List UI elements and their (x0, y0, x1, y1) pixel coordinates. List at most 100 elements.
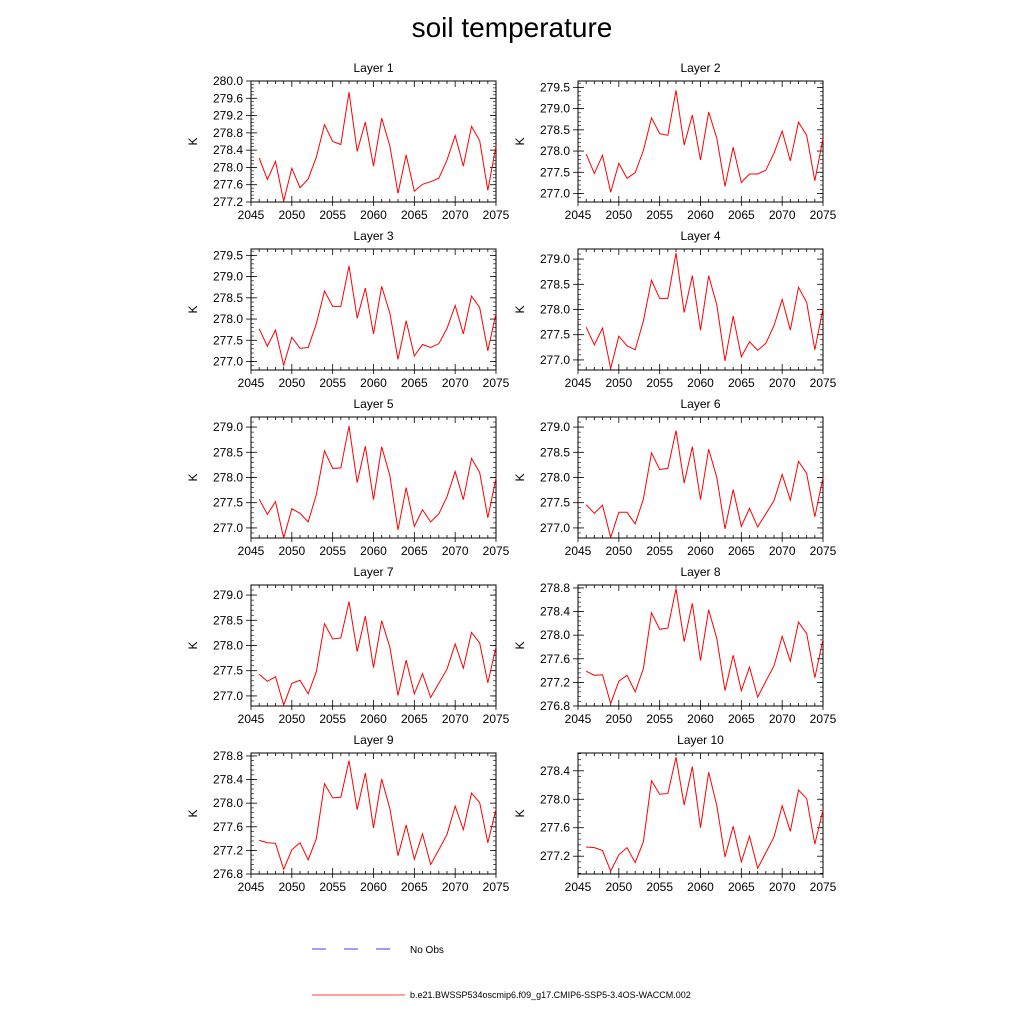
x-tick-label: 2065 (401, 880, 428, 894)
x-tick-label: 2065 (728, 880, 755, 894)
y-tick-label: 278.4 (540, 605, 570, 619)
x-tick-label: 2045 (238, 208, 265, 222)
y-tick-label: 278.0 (213, 639, 243, 653)
y-tick-label: 279.0 (540, 102, 570, 116)
x-tick-label: 2075 (810, 376, 837, 390)
y-tick-label: 277.5 (540, 328, 570, 342)
y-tick-label: 277.5 (213, 333, 243, 347)
y-tick-label: 278.5 (540, 445, 570, 459)
panel-layer-1: Layer 1 K 2045 2050 2055 2060 2065 2070 2075 277.… (186, 61, 510, 222)
y-tick-label: 279.6 (213, 91, 243, 105)
panel-title: Layer 2 (680, 61, 720, 75)
x-tick-label: 2060 (360, 712, 387, 726)
y-tick-label: 276.8 (540, 699, 570, 713)
y-tick-label: 278.0 (213, 312, 243, 326)
y-tick-label: 278.0 (540, 792, 570, 806)
y-axis-label: K (186, 305, 200, 313)
y-tick-label: 279.0 (213, 270, 243, 284)
y-axis-label: K (186, 809, 200, 817)
x-tick-label: 2050 (278, 712, 305, 726)
panel-title: Layer 9 (353, 733, 393, 747)
y-tick-label: 277.5 (540, 496, 570, 510)
x-tick-label: 2045 (238, 376, 265, 390)
x-tick-label: 2060 (687, 544, 714, 558)
x-tick-label: 2075 (810, 544, 837, 558)
panel-title: Layer 3 (353, 229, 393, 243)
panel-title: Layer 10 (677, 733, 724, 747)
panel-title: Layer 6 (680, 397, 720, 411)
y-tick-label: 278.5 (213, 613, 243, 627)
x-tick-label: 2050 (278, 544, 305, 558)
y-tick-label: 277.0 (213, 689, 243, 703)
x-tick-label: 2065 (401, 712, 428, 726)
y-tick-label: 278.0 (540, 628, 570, 642)
x-tick-label: 2075 (483, 880, 510, 894)
x-tick-label: 2045 (565, 880, 592, 894)
x-tick-label: 2075 (483, 544, 510, 558)
y-tick-label: 277.6 (213, 178, 243, 192)
panel-title: Layer 4 (680, 229, 720, 243)
x-tick-label: 2070 (442, 544, 469, 558)
plot-frame (577, 416, 824, 539)
x-tick-label: 2045 (238, 712, 265, 726)
x-tick-label: 2050 (605, 712, 632, 726)
y-tick-label: 278.4 (213, 773, 243, 787)
x-tick-label: 2065 (401, 376, 428, 390)
plot-frame (577, 752, 824, 875)
y-tick-label: 277.6 (540, 821, 570, 835)
x-tick-label: 2065 (728, 712, 755, 726)
y-tick-label: 278.0 (540, 303, 570, 317)
y-tick-label: 278.5 (540, 277, 570, 291)
x-tick-label: 2050 (605, 376, 632, 390)
x-tick-label: 2060 (360, 544, 387, 558)
panel-layer-2: Layer 2 K 2045 2050 2055 2060 2065 2070 2075 277.… (513, 61, 837, 222)
series-line (258, 425, 497, 539)
y-tick-label: 277.0 (213, 521, 243, 535)
x-tick-label: 2045 (565, 544, 592, 558)
series-line (585, 430, 824, 540)
y-axis-label: K (513, 137, 527, 145)
plot-frame (250, 416, 497, 539)
x-tick-label: 2065 (401, 544, 428, 558)
panel-title: Layer 5 (353, 397, 393, 411)
series-line (585, 90, 824, 193)
x-tick-label: 2045 (565, 712, 592, 726)
x-tick-label: 2075 (483, 376, 510, 390)
chart-title: soil temperature (411, 12, 613, 43)
x-tick-label: 2075 (810, 712, 837, 726)
y-tick-label: 277.2 (213, 843, 243, 857)
x-tick-label: 2055 (646, 376, 673, 390)
panel-title: Layer 8 (680, 565, 720, 579)
x-tick-label: 2050 (278, 376, 305, 390)
legend: No Obs b.e21.BWSSP534oscmip6.f09_g17.CMI… (312, 945, 691, 1000)
legend-obs-label: No Obs (410, 945, 444, 956)
y-tick-label: 277.2 (213, 195, 243, 209)
y-axis-label: K (186, 473, 200, 481)
x-tick-label: 2070 (442, 376, 469, 390)
series-line (259, 760, 497, 871)
x-tick-label: 2045 (238, 544, 265, 558)
y-tick-label: 279.0 (540, 252, 570, 266)
x-tick-label: 2060 (360, 880, 387, 894)
y-axis-label: K (513, 641, 527, 649)
y-tick-label: 277.6 (213, 820, 243, 834)
x-tick-label: 2070 (769, 712, 796, 726)
x-tick-label: 2055 (646, 208, 673, 222)
x-tick-label: 2055 (646, 712, 673, 726)
plot-frame (577, 80, 824, 203)
x-tick-label: 2050 (605, 544, 632, 558)
x-tick-label: 2050 (278, 208, 305, 222)
x-tick-label: 2070 (769, 376, 796, 390)
y-tick-label: 277.0 (540, 353, 570, 367)
x-tick-label: 2075 (810, 880, 837, 894)
x-tick-label: 2060 (687, 880, 714, 894)
series-line (586, 757, 824, 873)
x-tick-label: 2060 (687, 208, 714, 222)
y-tick-label: 279.0 (213, 420, 243, 434)
x-tick-label: 2060 (360, 376, 387, 390)
panel-layer-7: Layer 7 K 2045 2050 2055 2060 2065 2070 2075 277.… (186, 565, 510, 726)
plot-frame (577, 584, 824, 707)
x-tick-label: 2070 (442, 880, 469, 894)
x-tick-label: 2075 (483, 208, 510, 222)
